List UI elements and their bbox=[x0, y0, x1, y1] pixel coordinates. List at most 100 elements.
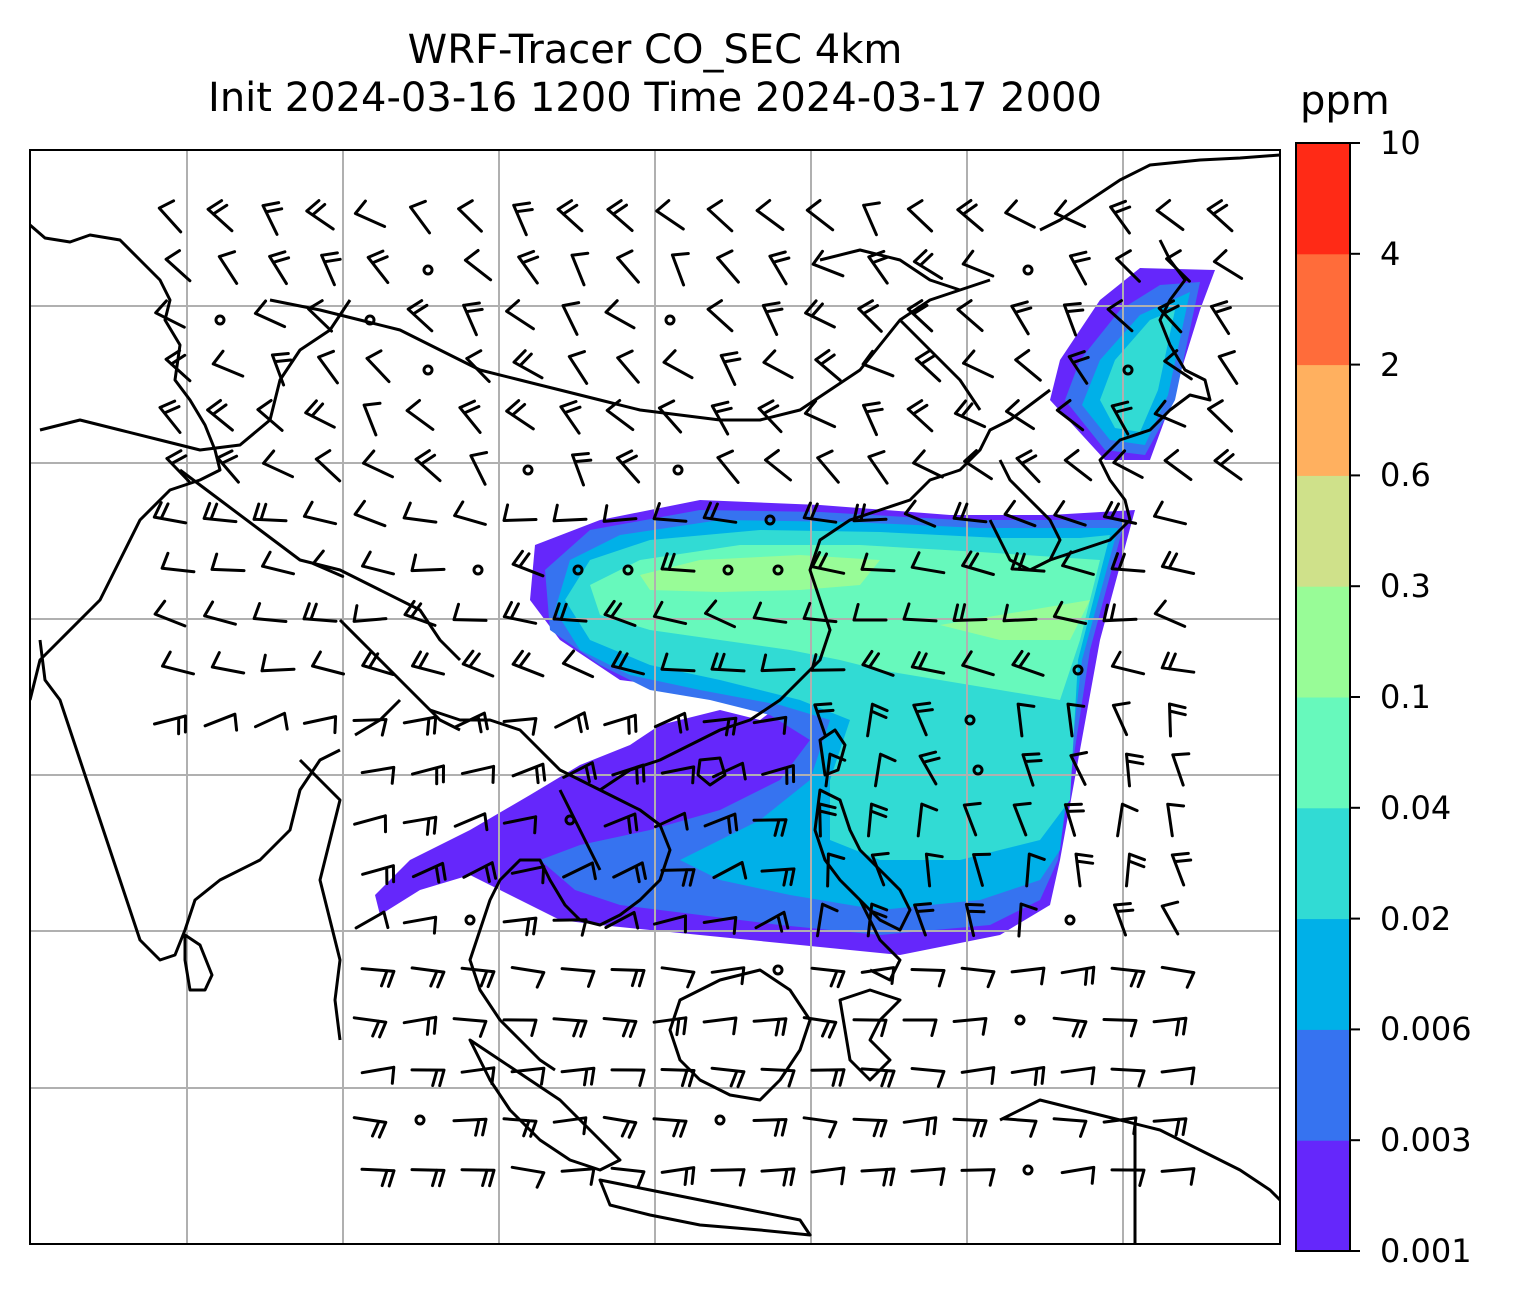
wind-barb bbox=[1153, 399, 1187, 428]
wind-barb bbox=[1015, 449, 1041, 484]
wind-barb bbox=[552, 602, 588, 623]
wind-barb bbox=[604, 911, 640, 930]
wind-barb bbox=[512, 349, 544, 380]
colorbar-tick-label: 0.04 bbox=[1380, 788, 1452, 827]
wind-barb bbox=[311, 650, 345, 676]
wind-barb bbox=[616, 349, 640, 384]
wind-barb bbox=[962, 349, 994, 379]
coastline-borneo bbox=[668, 968, 812, 1102]
wind-barb bbox=[653, 711, 689, 734]
calm-wind-marker bbox=[364, 314, 376, 326]
wind-barb bbox=[552, 1116, 588, 1136]
wind-barb bbox=[1160, 550, 1196, 575]
wind-barb bbox=[918, 750, 941, 786]
wind-barb bbox=[810, 1166, 846, 1186]
wind-barb bbox=[910, 1167, 946, 1186]
wind-barb bbox=[1062, 302, 1085, 337]
wind-barb bbox=[924, 852, 944, 888]
wind-barb bbox=[862, 401, 884, 437]
wind-barb bbox=[353, 499, 387, 528]
wind-barb bbox=[502, 916, 538, 937]
title-line-2: Init 2024-03-16 1200 Time 2024-03-17 200… bbox=[208, 75, 1102, 121]
wind-barb bbox=[866, 902, 889, 938]
wind-barb bbox=[454, 711, 489, 734]
wind-barb bbox=[1110, 1067, 1146, 1088]
wind-barb bbox=[963, 449, 993, 481]
wind-barb bbox=[752, 715, 788, 735]
wind-barb bbox=[1069, 751, 1089, 786]
wind-barb bbox=[1168, 702, 1187, 738]
wind-barb bbox=[702, 916, 738, 935]
wind-barb bbox=[813, 702, 835, 737]
wind-barb bbox=[352, 1016, 388, 1039]
wind-barb bbox=[458, 399, 482, 434]
wind-barb bbox=[1160, 900, 1180, 936]
wind-barb bbox=[560, 1167, 596, 1186]
wind-barb bbox=[1152, 1117, 1188, 1137]
calm-wind-marker bbox=[1072, 664, 1084, 676]
wind-barb bbox=[153, 599, 187, 628]
coastline-sumatra bbox=[468, 1038, 622, 1172]
wind-barb bbox=[1010, 552, 1046, 573]
wind-barb bbox=[1160, 1167, 1196, 1186]
wind-barb bbox=[1166, 802, 1186, 838]
colorbar-tick-label: 0.001 bbox=[1380, 1232, 1472, 1270]
wind-barb bbox=[1060, 1066, 1096, 1086]
wind-barb bbox=[754, 910, 790, 933]
wind-barb bbox=[660, 966, 696, 989]
calm-wind-marker bbox=[772, 964, 784, 976]
wind-barb bbox=[512, 201, 534, 237]
wind-barb bbox=[510, 1066, 546, 1086]
wind-barb bbox=[752, 601, 788, 624]
wind-barb bbox=[760, 1167, 796, 1187]
wind-barb bbox=[502, 1018, 538, 1037]
colorbar-tick-label: 0.02 bbox=[1380, 899, 1452, 938]
wind-barb bbox=[1102, 603, 1138, 623]
wind-barb bbox=[852, 1018, 888, 1038]
wind-barb bbox=[361, 650, 395, 676]
wind-barb bbox=[411, 764, 445, 786]
wind-barb bbox=[365, 349, 391, 384]
wind-barb bbox=[952, 1017, 988, 1036]
border-india-china bbox=[179, 468, 462, 732]
wind-barb bbox=[804, 299, 836, 329]
wind-barb bbox=[217, 250, 239, 285]
wind-barb bbox=[554, 711, 589, 734]
wind-barb bbox=[502, 601, 538, 625]
coastline-newguinea bbox=[999, 1098, 1280, 1244]
wind-barb bbox=[811, 249, 845, 278]
wind-barb bbox=[511, 549, 545, 578]
wind-barb bbox=[826, 852, 846, 888]
wind-barb bbox=[757, 399, 783, 434]
wind-barb bbox=[610, 1166, 646, 1189]
calm-wind-marker bbox=[714, 1114, 726, 1126]
border-china-mongolia bbox=[269, 278, 991, 422]
wind-barb bbox=[914, 349, 942, 383]
calm-wind-marker bbox=[472, 564, 484, 576]
wind-barb bbox=[270, 352, 293, 387]
calm-wind-marker bbox=[464, 914, 476, 926]
wind-barb bbox=[706, 299, 734, 333]
calm-wind-marker bbox=[572, 564, 584, 576]
wind-barb bbox=[912, 701, 934, 737]
wind-barb bbox=[818, 802, 837, 838]
wind-barb bbox=[657, 399, 683, 434]
calm-wind-marker bbox=[1022, 264, 1034, 276]
wind-barb bbox=[1157, 299, 1183, 334]
wind-barb bbox=[913, 902, 935, 937]
wind-barb bbox=[1002, 603, 1038, 623]
wind-barb bbox=[1125, 752, 1145, 788]
wind-barb bbox=[252, 602, 288, 623]
wind-barb bbox=[953, 399, 987, 429]
wind-barb bbox=[1207, 399, 1233, 433]
wind-barb bbox=[603, 599, 637, 627]
colorbar-tick-label: 0.6 bbox=[1380, 456, 1431, 495]
wind-barb bbox=[463, 249, 493, 282]
wind-barb bbox=[462, 301, 484, 337]
wind-barb bbox=[702, 501, 738, 524]
wind-barb bbox=[860, 1167, 896, 1187]
wind-barb bbox=[1170, 851, 1193, 887]
wind-barb bbox=[654, 811, 689, 831]
wind-barb bbox=[964, 902, 986, 938]
coastline-java bbox=[598, 1178, 812, 1237]
